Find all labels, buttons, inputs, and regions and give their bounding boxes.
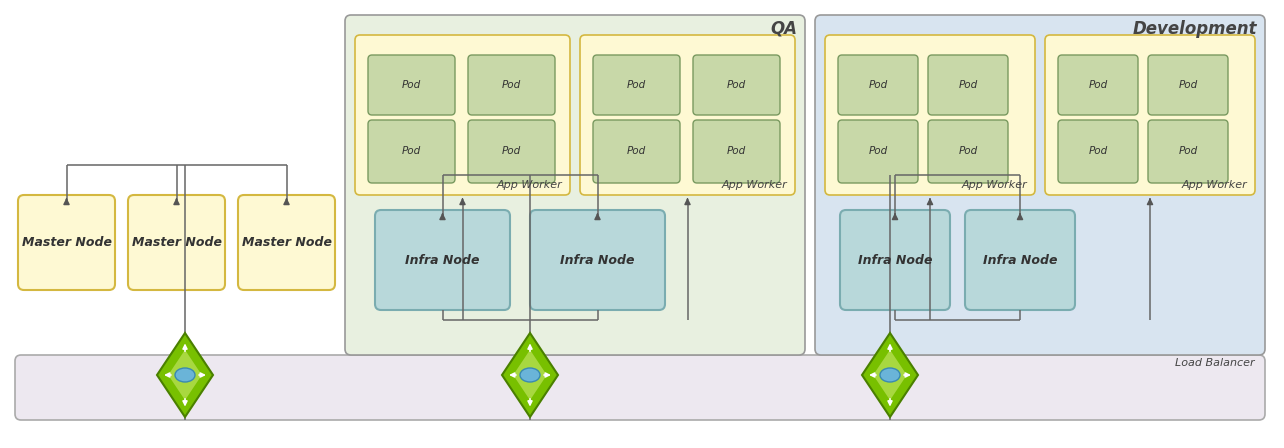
- Text: Pod: Pod: [1089, 146, 1108, 156]
- FancyBboxPatch shape: [838, 120, 918, 183]
- Text: Pod: Pod: [958, 146, 977, 156]
- FancyBboxPatch shape: [1058, 120, 1138, 183]
- Text: App Worker: App Worker: [962, 180, 1027, 190]
- Text: Master Node: Master Node: [241, 236, 331, 249]
- FancyBboxPatch shape: [966, 210, 1075, 310]
- Ellipse shape: [520, 368, 541, 382]
- Text: Pod: Pod: [402, 80, 421, 90]
- FancyBboxPatch shape: [1148, 55, 1228, 115]
- Polygon shape: [862, 333, 918, 417]
- Text: Pod: Pod: [627, 146, 646, 156]
- FancyBboxPatch shape: [18, 195, 116, 290]
- Polygon shape: [873, 350, 907, 400]
- FancyBboxPatch shape: [238, 195, 335, 290]
- FancyBboxPatch shape: [128, 195, 225, 290]
- Text: Infra Node: Infra Node: [982, 254, 1057, 267]
- FancyBboxPatch shape: [1058, 55, 1138, 115]
- FancyBboxPatch shape: [369, 55, 455, 115]
- FancyBboxPatch shape: [928, 120, 1008, 183]
- FancyBboxPatch shape: [593, 120, 681, 183]
- FancyBboxPatch shape: [467, 120, 555, 183]
- Text: Load Balancer: Load Balancer: [1175, 358, 1254, 368]
- Text: Pod: Pod: [627, 80, 646, 90]
- FancyBboxPatch shape: [840, 210, 950, 310]
- FancyBboxPatch shape: [593, 55, 681, 115]
- FancyBboxPatch shape: [467, 55, 555, 115]
- Text: Pod: Pod: [402, 146, 421, 156]
- FancyBboxPatch shape: [375, 210, 510, 310]
- Text: Pod: Pod: [1089, 80, 1108, 90]
- Text: Pod: Pod: [1179, 80, 1198, 90]
- FancyBboxPatch shape: [815, 15, 1265, 355]
- Text: App Worker: App Worker: [1181, 180, 1247, 190]
- Text: Infra Node: Infra Node: [406, 254, 480, 267]
- FancyBboxPatch shape: [580, 35, 795, 195]
- Ellipse shape: [175, 368, 195, 382]
- Text: Pod: Pod: [502, 146, 521, 156]
- FancyBboxPatch shape: [369, 120, 455, 183]
- Text: Development: Development: [1132, 20, 1257, 38]
- Text: App Worker: App Worker: [722, 180, 787, 190]
- Text: App Worker: App Worker: [496, 180, 562, 190]
- FancyBboxPatch shape: [826, 35, 1035, 195]
- FancyBboxPatch shape: [354, 35, 570, 195]
- Text: Pod: Pod: [727, 146, 746, 156]
- Text: Master Node: Master Node: [131, 236, 222, 249]
- FancyBboxPatch shape: [345, 15, 805, 355]
- Text: Pod: Pod: [868, 146, 887, 156]
- Text: Master Node: Master Node: [22, 236, 112, 249]
- Text: Infra Node: Infra Node: [858, 254, 932, 267]
- Text: Pod: Pod: [1179, 146, 1198, 156]
- Polygon shape: [514, 350, 547, 400]
- FancyBboxPatch shape: [1148, 120, 1228, 183]
- Text: Infra Node: Infra Node: [560, 254, 634, 267]
- Text: Pod: Pod: [727, 80, 746, 90]
- Polygon shape: [157, 333, 213, 417]
- Text: Pod: Pod: [958, 80, 977, 90]
- FancyBboxPatch shape: [838, 55, 918, 115]
- FancyBboxPatch shape: [928, 55, 1008, 115]
- FancyBboxPatch shape: [693, 55, 779, 115]
- Text: Pod: Pod: [502, 80, 521, 90]
- Polygon shape: [502, 333, 559, 417]
- Polygon shape: [168, 350, 202, 400]
- FancyBboxPatch shape: [1045, 35, 1254, 195]
- Text: QA: QA: [770, 20, 797, 38]
- Text: Pod: Pod: [868, 80, 887, 90]
- FancyBboxPatch shape: [530, 210, 665, 310]
- FancyBboxPatch shape: [15, 355, 1265, 420]
- Ellipse shape: [880, 368, 900, 382]
- FancyBboxPatch shape: [693, 120, 779, 183]
